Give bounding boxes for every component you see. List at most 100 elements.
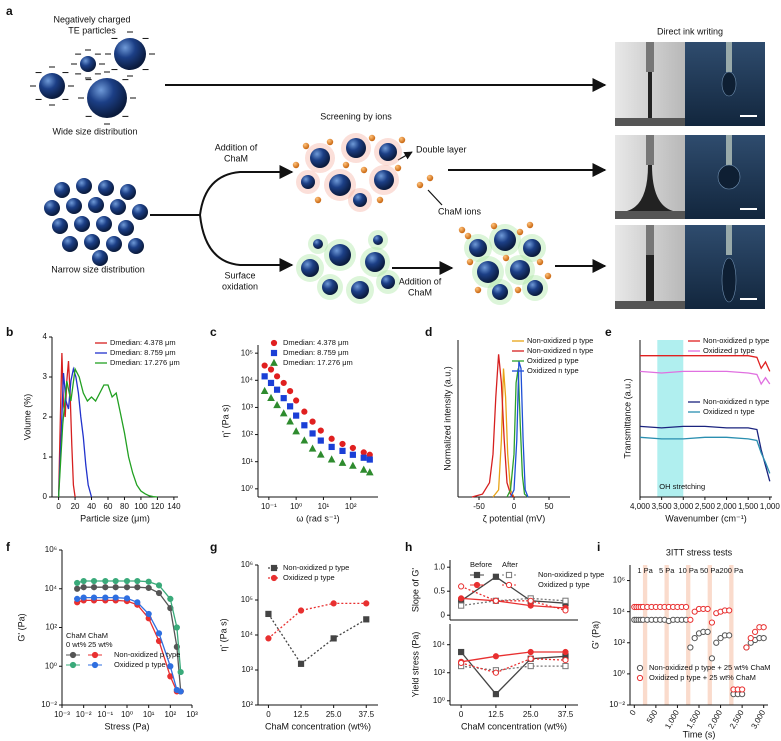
ink bbox=[627, 165, 673, 211]
y-axis-label: G' (Pa) bbox=[16, 613, 26, 641]
x-tick-label: 2,000 bbox=[717, 502, 738, 511]
nozzle bbox=[726, 42, 732, 72]
particle bbox=[74, 216, 90, 232]
marker bbox=[317, 437, 324, 444]
marker bbox=[359, 465, 368, 473]
marker bbox=[562, 597, 569, 604]
marker bbox=[155, 589, 163, 597]
particle bbox=[301, 259, 319, 277]
marker bbox=[74, 579, 81, 587]
particle bbox=[374, 170, 394, 190]
pointer bbox=[427, 189, 443, 206]
substrate bbox=[615, 211, 685, 219]
ion bbox=[490, 222, 498, 230]
band bbox=[664, 565, 669, 705]
band-label: 1 Pa bbox=[637, 566, 653, 575]
marker bbox=[80, 594, 87, 601]
legend-label: Oxidized n type bbox=[527, 366, 579, 375]
x-tick-label: 2,500 bbox=[695, 502, 716, 511]
x-tick-label: 100 bbox=[134, 502, 148, 511]
particle bbox=[477, 261, 499, 283]
ion bbox=[292, 161, 300, 169]
particle bbox=[329, 174, 351, 196]
particle bbox=[322, 279, 338, 295]
label: Surface bbox=[224, 270, 255, 280]
marker bbox=[365, 468, 374, 476]
legend-label: Non-oxidized p type bbox=[527, 336, 593, 345]
marker bbox=[360, 454, 367, 461]
marker bbox=[102, 594, 109, 601]
y-tick-label: 10⁻² bbox=[609, 700, 625, 709]
marker bbox=[327, 455, 336, 463]
series-line bbox=[57, 366, 93, 498]
particle bbox=[120, 184, 136, 200]
ion bbox=[368, 134, 376, 142]
particle bbox=[523, 239, 541, 257]
marker bbox=[265, 610, 272, 618]
particle bbox=[44, 200, 60, 216]
series-line bbox=[460, 576, 566, 604]
x-tick-label: 0 bbox=[512, 502, 517, 511]
panel-label: a bbox=[6, 4, 13, 18]
label: oxidation bbox=[222, 281, 258, 291]
marker bbox=[562, 607, 569, 614]
particle bbox=[106, 236, 122, 252]
marker bbox=[339, 447, 346, 455]
marker bbox=[328, 443, 335, 451]
marker bbox=[309, 430, 316, 437]
marker bbox=[743, 644, 750, 651]
y-tick-label: 10⁰ bbox=[45, 661, 57, 670]
legend-header: 0 wt% bbox=[66, 640, 87, 649]
ion bbox=[426, 174, 434, 182]
marker bbox=[349, 451, 356, 458]
ink-drop bbox=[721, 71, 737, 97]
marker bbox=[270, 349, 278, 357]
particle bbox=[66, 198, 82, 214]
x-axis-label: ChaM concentration (wt%) bbox=[461, 721, 567, 731]
particle bbox=[54, 182, 70, 198]
marker bbox=[316, 450, 325, 458]
marker bbox=[751, 628, 759, 636]
marker bbox=[330, 600, 337, 607]
marker bbox=[286, 403, 294, 410]
x-tick-label: 12.5 bbox=[293, 710, 309, 719]
marker bbox=[134, 599, 141, 606]
chart: 10⁰ 10² 10⁴ 0 12.5 25.0 37.5 ChaM concentration… bbox=[410, 624, 578, 731]
marker bbox=[704, 605, 711, 613]
ion bbox=[516, 228, 524, 236]
legend-label: Oxidized n type bbox=[703, 407, 755, 416]
panel-label: c bbox=[210, 325, 217, 339]
marker bbox=[261, 373, 268, 380]
marker bbox=[112, 594, 119, 601]
ink bbox=[648, 72, 652, 118]
x-tick-label: 80 bbox=[120, 502, 129, 511]
legend-label: Non-oxidized p type + 25 wt% ChaM bbox=[649, 663, 771, 672]
marker bbox=[69, 651, 77, 659]
x-tick-label: 40 bbox=[87, 502, 96, 511]
x-tick-label: 2,000 bbox=[706, 708, 724, 730]
chart: d -50 0 50 ζ potential (mV) Normalized intens… bbox=[425, 325, 593, 523]
particle bbox=[494, 229, 516, 251]
label: Direct ink writing bbox=[657, 26, 723, 36]
nozzle bbox=[646, 225, 654, 255]
legend-label: Non-oxidized p type bbox=[283, 563, 349, 572]
particle bbox=[84, 234, 100, 250]
x-tick-label: 20 bbox=[71, 502, 80, 511]
marker bbox=[366, 456, 373, 463]
marker bbox=[562, 656, 569, 664]
series-line bbox=[461, 597, 566, 609]
marker bbox=[363, 616, 370, 623]
marker bbox=[80, 577, 87, 585]
particle bbox=[492, 284, 508, 300]
nozzle bbox=[726, 135, 732, 165]
marker bbox=[123, 584, 131, 591]
marker bbox=[691, 608, 698, 615]
particle bbox=[128, 238, 144, 254]
marker bbox=[300, 436, 309, 444]
y-tick-label: 10⁵ bbox=[241, 348, 253, 357]
y-tick-label: 10⁴ bbox=[433, 640, 446, 649]
particle bbox=[92, 250, 108, 266]
x-tick-label: 0 bbox=[459, 710, 464, 719]
marker bbox=[330, 635, 337, 642]
